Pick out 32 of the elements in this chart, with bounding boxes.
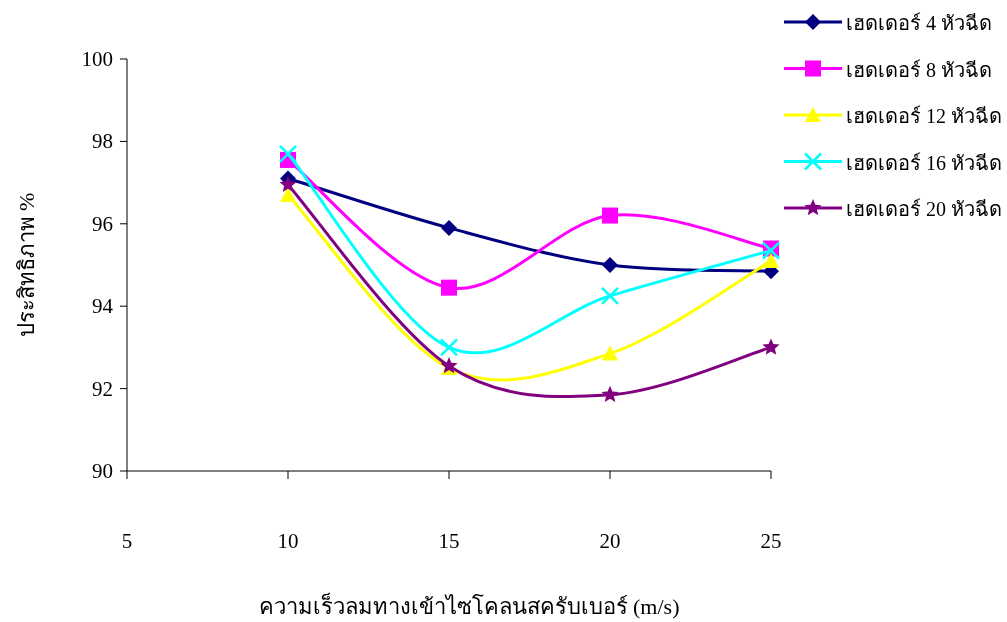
point — [441, 219, 457, 236]
x-axis-title: ความเร็วลมทางเข้าไซโคลนสครับเบอร์ (m/s) — [258, 592, 680, 619]
point — [600, 286, 620, 306]
x-tick-label: 20 — [599, 529, 621, 553]
legend-label: เฮดเดอร์ 16 หัวฉีด — [846, 151, 1002, 174]
y-tick-label: 98 — [92, 129, 113, 154]
legend-label: เฮดเดอร์ 12 หัวฉีด — [846, 105, 1002, 127]
y-tick-label: 92 — [92, 376, 113, 401]
legend-label: เฮดเดอร์ 4 หัวฉีด — [846, 12, 992, 34]
point — [762, 338, 780, 355]
x-tick-label: 25 — [760, 529, 782, 553]
point — [278, 144, 298, 164]
point — [280, 186, 296, 202]
y-tick-label: 96 — [92, 211, 113, 236]
point — [602, 207, 618, 224]
point — [763, 252, 779, 268]
y-tick-label: 100 — [81, 47, 113, 71]
point — [602, 257, 618, 273]
point — [440, 356, 458, 374]
point — [602, 345, 618, 361]
x-tick-label: 15 — [438, 529, 460, 553]
point — [279, 175, 297, 192]
x-tick-label: 5 — [121, 529, 133, 553]
legend-label: เฮดเดอร์ 20 หัวฉีด — [846, 198, 1002, 220]
point — [601, 385, 619, 403]
legend-label: เฮดเดอร์ 8 หัวฉีด — [846, 58, 992, 81]
x-tick-label: 10 — [277, 529, 299, 553]
point — [439, 338, 459, 357]
y-tick-label: 90 — [92, 459, 113, 483]
y-axis-title: ประสิทธิภาพ % — [14, 192, 39, 338]
point — [441, 279, 457, 296]
y-tick-label: 94 — [92, 294, 114, 319]
